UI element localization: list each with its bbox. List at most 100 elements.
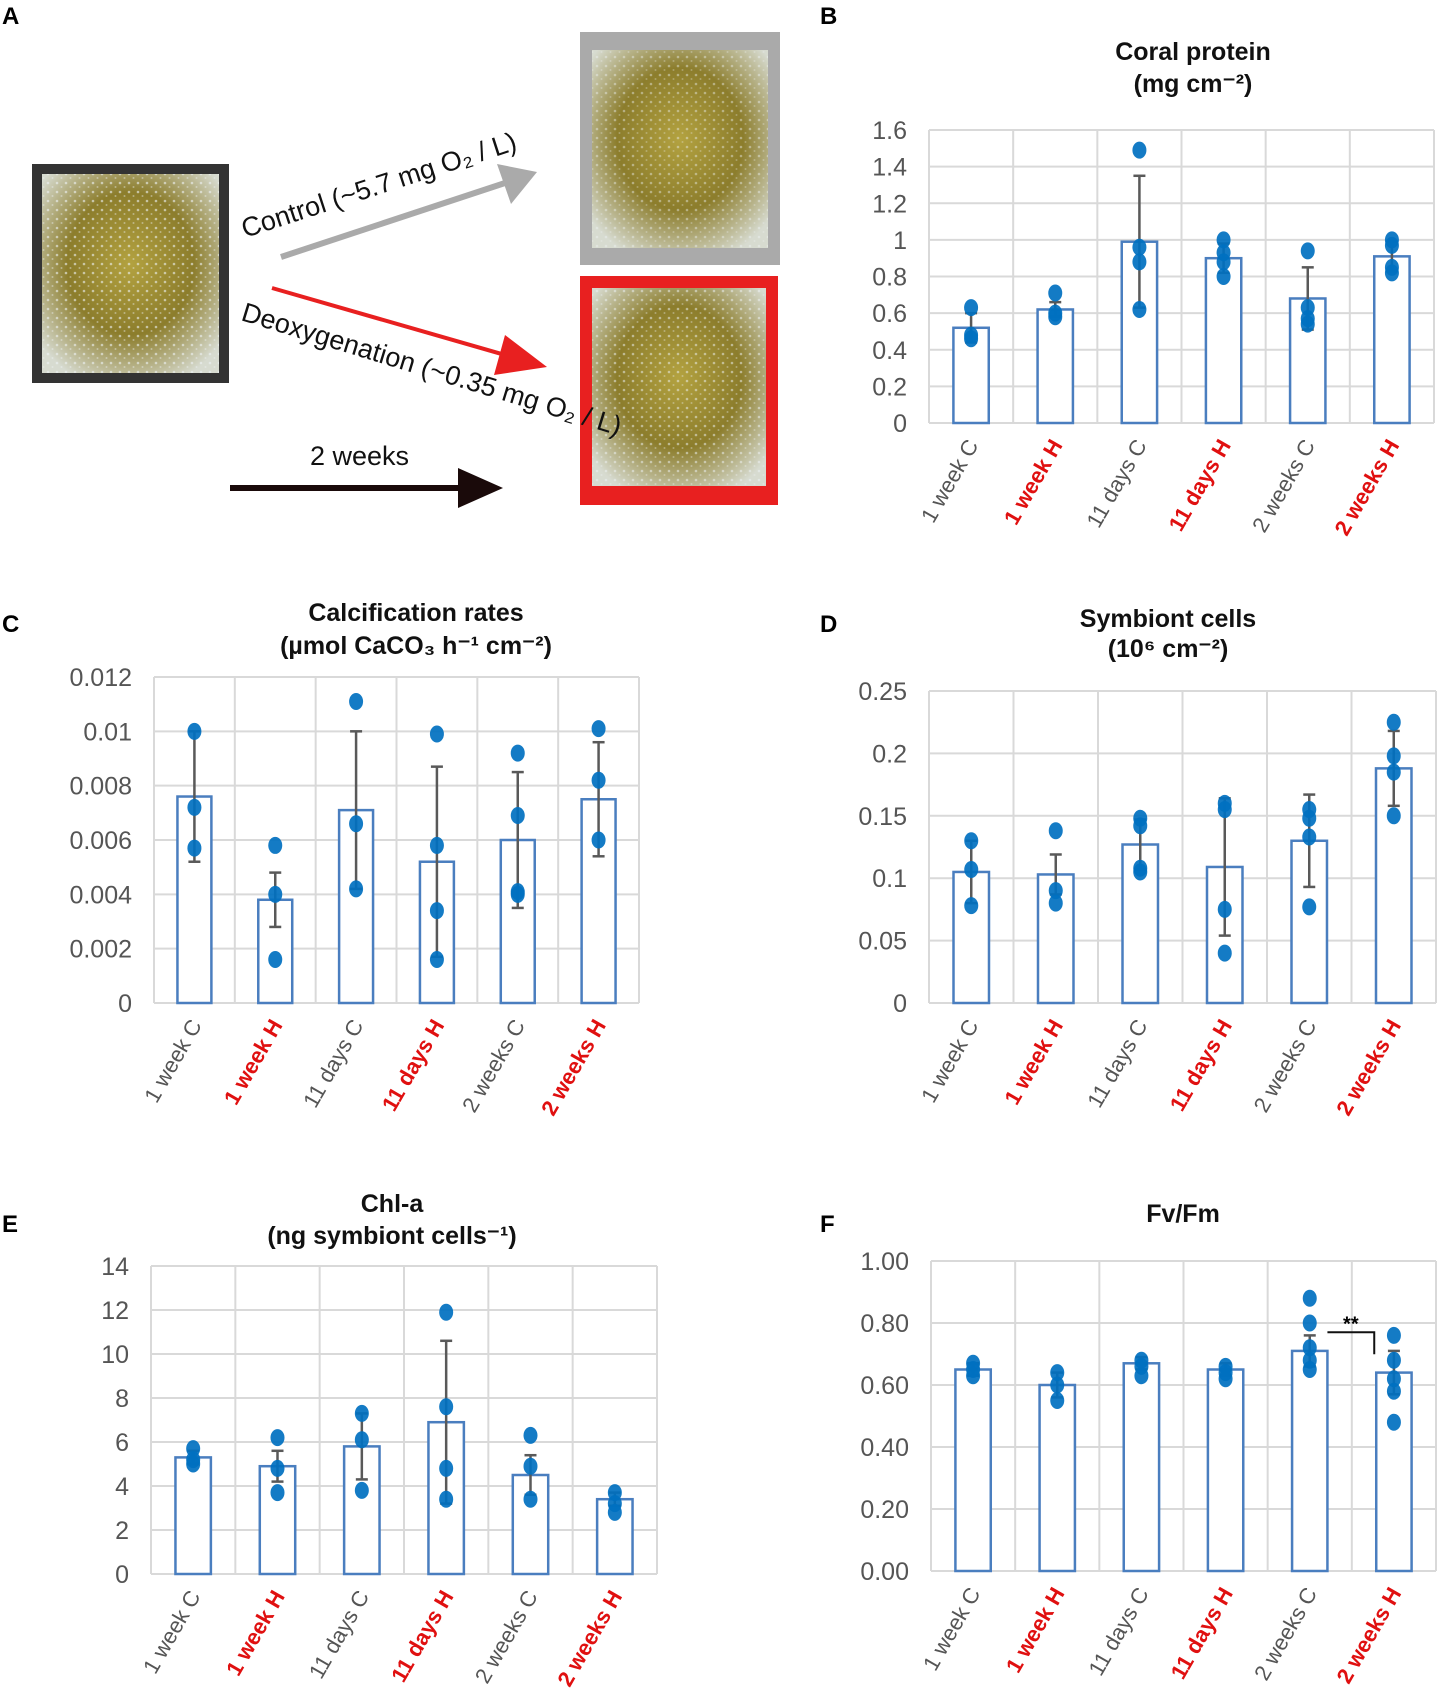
data-point xyxy=(523,1457,538,1475)
y-tick-label: 0.20 xyxy=(860,1496,909,1524)
data-point xyxy=(1386,807,1401,825)
data-point xyxy=(268,885,283,903)
data-point xyxy=(510,744,525,762)
y-tick-label: 0.6 xyxy=(872,300,907,328)
chart-title: (mg cm⁻²) xyxy=(1134,70,1253,98)
y-tick-label: 8 xyxy=(115,1385,129,1413)
data-point xyxy=(1132,253,1147,271)
data-point xyxy=(1386,713,1401,731)
x-category-label: 1 week H xyxy=(1001,1583,1070,1677)
coral-photo-control xyxy=(580,32,780,265)
chart-title: Chl-a xyxy=(361,1190,425,1218)
data-point xyxy=(523,1426,538,1444)
data-point xyxy=(510,807,525,825)
data-point xyxy=(1050,1392,1065,1409)
x-category-label: 2 weeks H xyxy=(536,1015,611,1120)
x-category-label: 2 weeks H xyxy=(1329,435,1404,540)
y-tick-label: 0.008 xyxy=(69,773,132,801)
data-point xyxy=(270,1459,285,1477)
y-tick-label: 0.80 xyxy=(860,1310,909,1338)
y-tick-label: 0.01 xyxy=(83,718,132,746)
y-tick-label: 0.00 xyxy=(860,1558,909,1586)
data-point xyxy=(354,1431,369,1449)
y-tick-label: 1.00 xyxy=(860,1248,909,1276)
data-point xyxy=(1302,809,1317,827)
bar xyxy=(1122,1362,1161,1573)
data-point xyxy=(1386,1351,1401,1369)
y-tick-label: 1 xyxy=(893,227,907,255)
x-category-label: 1 week H xyxy=(219,1015,288,1109)
data-point xyxy=(1048,894,1063,912)
y-tick-label: 0.8 xyxy=(872,264,907,292)
coral-photo-initial xyxy=(32,164,229,383)
data-point xyxy=(1048,882,1063,900)
bar xyxy=(954,1368,993,1573)
data-point xyxy=(1133,817,1148,835)
y-tick-label: 0.15 xyxy=(858,803,907,831)
data-point xyxy=(1300,242,1315,260)
data-point xyxy=(1217,801,1232,819)
data-point xyxy=(1048,822,1063,840)
data-point xyxy=(1218,1370,1233,1388)
data-point xyxy=(429,951,444,969)
data-point xyxy=(1134,1367,1149,1385)
y-tick-label: 0.1 xyxy=(872,865,907,893)
data-point xyxy=(964,897,979,915)
data-point xyxy=(1386,763,1401,781)
data-point xyxy=(1302,828,1317,846)
data-point xyxy=(1386,747,1401,765)
y-tick-label: 2 xyxy=(115,1517,129,1545)
x-category-label: 2 weeks H xyxy=(1331,1015,1406,1120)
x-category-label: 1 week H xyxy=(221,1586,290,1680)
bar xyxy=(1372,255,1411,425)
data-point xyxy=(1132,300,1147,318)
data-point xyxy=(591,720,606,738)
deoxygenation-condition-label: Deoxygenation (~0.35 mg O₂ / L) xyxy=(238,297,625,441)
data-point xyxy=(964,330,979,348)
y-tick-label: 0 xyxy=(893,410,907,438)
data-point xyxy=(523,1490,538,1508)
data-point xyxy=(268,836,283,854)
data-point xyxy=(354,1404,369,1422)
bar xyxy=(174,1456,213,1576)
y-tick-label: 14 xyxy=(101,1253,129,1281)
y-tick-label: 0.006 xyxy=(69,827,132,855)
data-point xyxy=(186,1455,201,1473)
x-category-label: 11 days H xyxy=(1165,1015,1237,1115)
y-tick-label: 0.40 xyxy=(860,1434,909,1462)
data-point xyxy=(1048,308,1063,326)
panel-letter-c: C xyxy=(2,611,19,638)
x-category-label: 1 week C xyxy=(916,1015,984,1107)
data-point xyxy=(429,725,444,743)
panel-letter-f: F xyxy=(820,1211,835,1238)
data-point xyxy=(270,1429,285,1447)
x-category-label: 2 weeks C xyxy=(470,1586,543,1688)
data-point xyxy=(1216,268,1231,285)
bar xyxy=(1290,1349,1329,1573)
bar xyxy=(1036,308,1075,425)
data-point xyxy=(439,1303,454,1321)
y-tick-label: 0.60 xyxy=(860,1372,909,1400)
y-tick-label: 0.012 xyxy=(69,664,132,692)
data-point xyxy=(268,951,283,969)
control-arrow xyxy=(280,164,537,260)
data-point xyxy=(1050,1376,1065,1394)
chart-title: Symbiont cells xyxy=(1080,605,1256,633)
data-point xyxy=(607,1503,622,1521)
x-category-label: 1 week C xyxy=(139,1015,207,1107)
data-point xyxy=(349,815,364,833)
data-point xyxy=(1386,1370,1401,1388)
chart-title: (ng symbiont cells⁻¹) xyxy=(267,1222,516,1250)
data-point xyxy=(349,880,364,898)
chart-panel-b: Coral protein (mg cm⁻²) 0 0.2 0.4 0.6 0.8 1 1.2 1… xyxy=(872,38,1435,540)
x-category-label: 2 weeks H xyxy=(1331,1583,1406,1688)
panel-letter-b: B xyxy=(820,3,837,30)
data-point xyxy=(1300,315,1315,333)
data-point xyxy=(1302,1361,1317,1378)
data-point xyxy=(1217,944,1232,962)
data-point xyxy=(1302,898,1317,916)
x-category-label: 2 weeks C xyxy=(1249,1015,1322,1117)
y-tick-label: 1.6 xyxy=(872,117,907,145)
data-point xyxy=(1386,1413,1401,1431)
